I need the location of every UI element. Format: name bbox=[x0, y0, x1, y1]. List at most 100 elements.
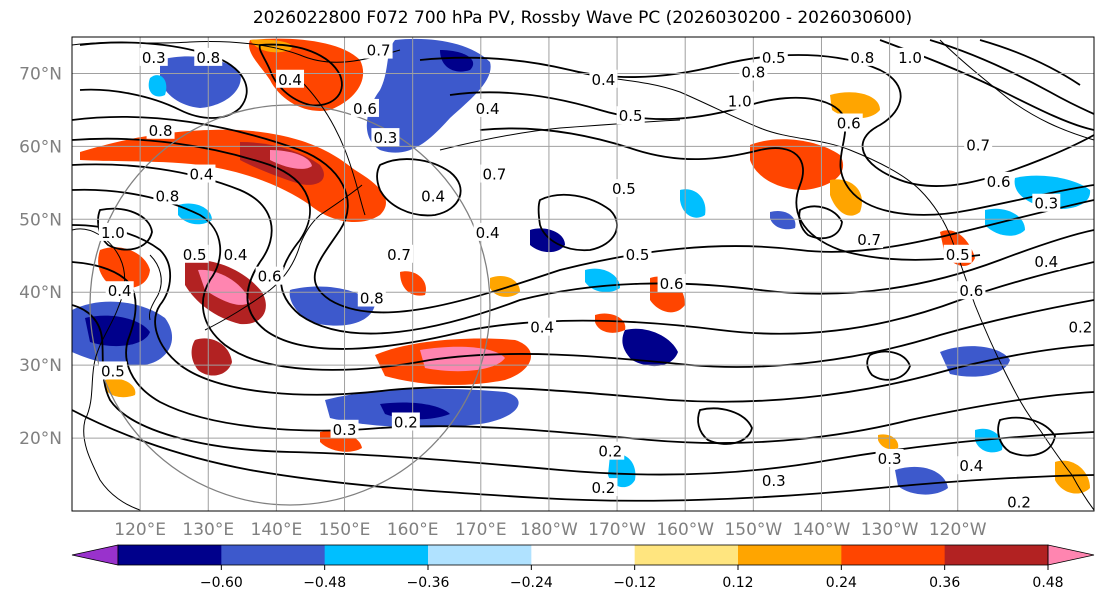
contour-label: 0.7 bbox=[482, 166, 506, 184]
contour-label-background bbox=[473, 222, 502, 241]
contour-label-background bbox=[194, 47, 223, 66]
colorbar-bin bbox=[738, 545, 842, 565]
contour-label: 0.7 bbox=[966, 136, 990, 154]
colorbar: −0.60 −0.48 −0.36 −0.24 −0.12 0.12 0.24 0.36 0.4… bbox=[71, 544, 1095, 591]
positive-anomaly-peak-okhotsk bbox=[270, 150, 312, 169]
longitude-tick-label: 140°W bbox=[793, 520, 851, 540]
coastline-alaska bbox=[569, 69, 1041, 431]
contour-line bbox=[72, 261, 1094, 444]
contour-label-background bbox=[528, 317, 557, 336]
negative-anomaly-mid-pacific bbox=[530, 228, 565, 253]
longitude-tick-label: 130°W bbox=[861, 520, 919, 540]
contour-label: 0.2 bbox=[394, 413, 418, 431]
longitude-tick-label: 150°W bbox=[724, 520, 782, 540]
contour-label: 0.6 bbox=[660, 275, 684, 293]
reference-circle bbox=[89, 104, 491, 506]
longitude-tick-label: 150°E bbox=[319, 520, 371, 540]
contour-label: 0.4 bbox=[190, 166, 214, 184]
contour-label: 0.2 bbox=[592, 479, 616, 497]
contour-label: 0.5 bbox=[946, 246, 970, 264]
contour-label-background bbox=[473, 98, 502, 117]
longitude-tick-label: 160°E bbox=[387, 520, 439, 540]
colorbar-bin bbox=[428, 545, 532, 565]
contour-label-background bbox=[848, 47, 877, 66]
contour-label: 0.8 bbox=[196, 49, 220, 67]
longitude-tick-label: 120°W bbox=[929, 520, 987, 540]
contour-label: 0.4 bbox=[278, 71, 302, 89]
colorbar-bin bbox=[944, 545, 1049, 565]
colorbar-bin bbox=[531, 545, 636, 565]
contour-label: 0.4 bbox=[108, 282, 132, 300]
contour-label-background bbox=[105, 281, 134, 300]
colorbar-tick-label: −0.48 bbox=[303, 575, 346, 591]
coastline-north-america bbox=[939, 39, 1094, 141]
colorbar-bin bbox=[841, 545, 946, 565]
contour-line bbox=[997, 416, 1056, 457]
positive-anomaly-patch-3 bbox=[595, 313, 626, 333]
colorbar-extend-max bbox=[1047, 544, 1095, 566]
contour-line bbox=[697, 407, 753, 445]
contour-label: 0.5 bbox=[183, 246, 207, 264]
map-panel: 0.3 0.8 0.7 0.4 0.6 0.3 0.4 0.4 0.5 0.5 0.8 1.0 0.6 0… bbox=[19, 36, 1095, 540]
contour-line bbox=[866, 350, 911, 381]
contour-label: 0.6 bbox=[837, 115, 861, 133]
positive-anomaly-band-okhotsk bbox=[80, 129, 386, 223]
contour-label: 0.8 bbox=[149, 122, 173, 140]
contour-label-background bbox=[957, 281, 986, 300]
contour-label: 0.3 bbox=[373, 129, 397, 147]
positive-anomaly-korea bbox=[98, 247, 150, 289]
contour-label: 0.8 bbox=[155, 187, 179, 205]
contour-line bbox=[79, 41, 248, 119]
negative-anomaly-bering-core bbox=[440, 50, 474, 72]
contour-label: 0.4 bbox=[530, 319, 554, 337]
colorbar-bin bbox=[634, 545, 739, 565]
contour-label-background bbox=[739, 62, 768, 81]
contour-labels: 0.3 0.8 0.7 0.4 0.6 0.3 0.4 0.4 0.5 0.5 0.8 1.0 0.6 0… bbox=[98, 40, 1094, 512]
colorbar-tick-label: −0.60 bbox=[200, 575, 243, 591]
latitude-tick-label: 20°N bbox=[19, 429, 62, 449]
longitude-tick-label: 160°W bbox=[656, 520, 714, 540]
contour-label: 0.5 bbox=[626, 246, 650, 264]
contour-label-background bbox=[98, 361, 127, 380]
contour-label-background bbox=[1032, 193, 1061, 212]
contour-label: 0.6 bbox=[258, 268, 282, 286]
positive-anomaly-kamchatka bbox=[249, 38, 364, 111]
contour-line bbox=[72, 163, 1094, 350]
contour-label-background bbox=[589, 69, 618, 88]
coastline-mexico bbox=[1039, 429, 1094, 511]
contour-label: 1.0 bbox=[101, 224, 125, 242]
contour-label-background bbox=[180, 244, 209, 263]
latitude-tick-label: 60°N bbox=[19, 137, 62, 157]
contour-label: 0.3 bbox=[1034, 195, 1058, 213]
contour-line bbox=[72, 224, 1094, 403]
longitude-tick-label: 180°W bbox=[520, 520, 578, 540]
colorbar-bin bbox=[221, 545, 326, 565]
contour-label-background bbox=[964, 135, 993, 154]
negative-anomaly-patch-6 bbox=[895, 466, 948, 495]
contour-label-background bbox=[221, 244, 250, 263]
contour-label-background bbox=[276, 69, 305, 88]
contour-label-background bbox=[984, 171, 1013, 190]
contour-line bbox=[929, 39, 1094, 115]
colorbar-tick-label: 0.12 bbox=[722, 575, 753, 591]
contour-label-background bbox=[623, 244, 652, 263]
longitude-tick-label: 130°E bbox=[182, 520, 234, 540]
contour-label-background bbox=[855, 230, 884, 249]
contour-label: 0.6 bbox=[959, 282, 983, 300]
contour-label-background bbox=[385, 244, 414, 263]
map-background bbox=[72, 37, 1094, 511]
contour-label-background bbox=[364, 40, 393, 59]
contour-label: 0.2 bbox=[1007, 494, 1031, 512]
contour-label: 0.8 bbox=[360, 290, 384, 308]
contour-label-background bbox=[834, 113, 863, 132]
contour-line bbox=[979, 39, 1081, 86]
contour-label: 0.7 bbox=[367, 42, 391, 60]
contour-label-background bbox=[896, 47, 925, 66]
contour-label-background bbox=[957, 456, 986, 475]
contour-line bbox=[72, 116, 1094, 314]
contour-label: 0.3 bbox=[878, 450, 902, 468]
latitude-labels: 70°N 60°N 50°N 40°N 30°N 20°N bbox=[19, 64, 62, 449]
contour-line bbox=[537, 193, 618, 252]
contour-line bbox=[72, 137, 1094, 335]
contour-label-background bbox=[357, 288, 386, 307]
